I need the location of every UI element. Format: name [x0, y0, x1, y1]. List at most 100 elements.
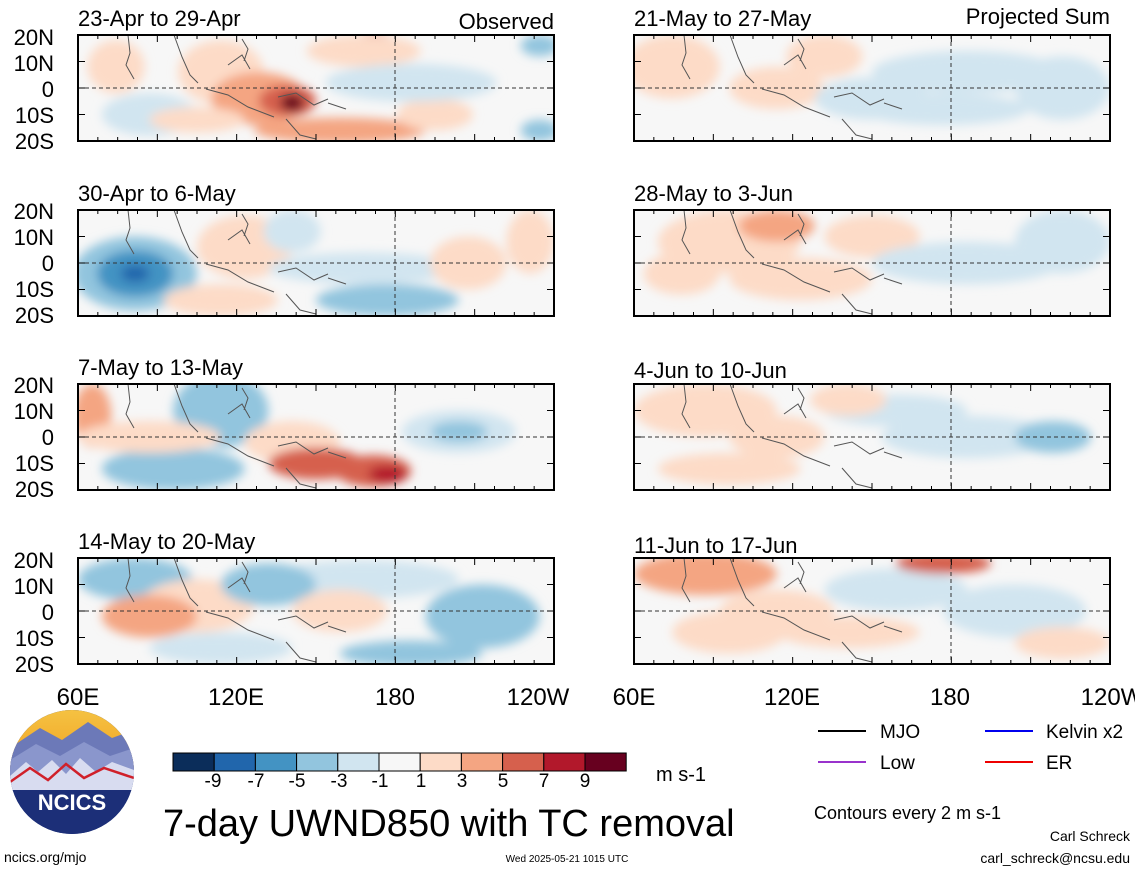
- coastline: [173, 558, 199, 607]
- coastline: [761, 263, 831, 293]
- anomaly-region: [786, 35, 863, 78]
- panel-title-6: 28-May to 3-Jun: [634, 181, 793, 206]
- map-panel: [77, 34, 555, 142]
- coastline: [277, 92, 329, 106]
- anomaly-region: [872, 241, 1063, 285]
- anomaly-region: [396, 98, 474, 131]
- anomaly-region: [263, 210, 321, 253]
- anomaly-region: [520, 119, 554, 141]
- colorbar-tick: -5: [289, 771, 306, 792]
- lat-label: 10N: [14, 399, 54, 424]
- anomaly-region: [254, 117, 426, 141]
- anomaly-region: [634, 558, 777, 596]
- coastline: [783, 577, 807, 593]
- coastline: [205, 88, 275, 118]
- colorbar-swatch: [584, 752, 627, 772]
- coastline: [125, 384, 135, 429]
- coastline: [241, 38, 249, 62]
- anomaly-region: [149, 632, 293, 664]
- lon-label: 120E: [208, 684, 264, 711]
- coastline: [729, 558, 755, 607]
- coastline: [227, 403, 251, 419]
- coastline: [173, 210, 199, 259]
- coastline: [729, 210, 755, 259]
- anomaly-region: [643, 252, 720, 295]
- coastline: [729, 384, 755, 433]
- map-panel: [633, 209, 1111, 317]
- map-panel: [77, 383, 555, 491]
- colorbar-tick: 3: [457, 771, 468, 792]
- colorbar-swatch: [254, 752, 298, 772]
- coastline: [729, 35, 755, 84]
- panel-title-8: 11-Jun to 17-Jun: [634, 533, 797, 558]
- anomaly-region: [1014, 626, 1110, 659]
- colorbar-tick: 1: [416, 771, 427, 792]
- figure-title: 7-day UWND850 with TC removal: [163, 803, 735, 845]
- lat-label: 20N: [14, 548, 54, 573]
- anomaly-region: [506, 210, 554, 274]
- coastline: [327, 451, 347, 459]
- anomaly-region: [729, 257, 872, 301]
- colorbar-swatch: [337, 752, 380, 772]
- coastline: [277, 441, 329, 455]
- lat-label: 10N: [14, 225, 54, 250]
- panel-title-4: 14-May to 20-May: [78, 529, 255, 554]
- coastline: [797, 387, 805, 411]
- coastline: [883, 625, 903, 633]
- coastline: [681, 558, 691, 603]
- coastline: [285, 467, 317, 489]
- colorbar-swatch: [543, 752, 586, 772]
- coastline: [833, 267, 885, 281]
- anomaly-region: [430, 236, 507, 290]
- lat-label: 20S: [15, 477, 54, 502]
- coastline: [797, 213, 805, 237]
- anomaly-region: [824, 568, 968, 611]
- coastlines: [125, 210, 347, 315]
- lon-label: 120W: [1081, 684, 1135, 711]
- lat-label: 10N: [14, 51, 54, 76]
- legend-label-er: ER: [1046, 753, 1072, 774]
- anomaly-region: [87, 40, 145, 94]
- coastlines: [681, 558, 903, 663]
- coastlines: [125, 384, 347, 489]
- coastline: [783, 403, 807, 419]
- lat-label: 20N: [14, 25, 54, 50]
- coastline: [883, 451, 903, 459]
- panel-title-7: 4-Jun to 10-Jun: [634, 358, 787, 383]
- lat-label: 0: [42, 251, 54, 276]
- colorbar-swatch: [419, 752, 462, 772]
- colorbar-tick: -1: [372, 771, 389, 792]
- lon-label: 180: [930, 684, 970, 711]
- anomaly-region: [316, 284, 459, 316]
- coastline: [327, 277, 347, 285]
- coastline: [241, 213, 249, 237]
- anomaly-region: [520, 35, 554, 57]
- coastlines: [681, 35, 903, 140]
- anomaly-region: [325, 63, 497, 102]
- coastlines: [681, 210, 903, 315]
- anomaly-region: [1014, 210, 1110, 274]
- colorbar-swatch: [502, 752, 545, 772]
- footer-email: carl_schreck@ncsu.edu: [980, 850, 1130, 866]
- coastline: [883, 102, 903, 110]
- colorbar-tick-labels: -9 -7 -5 -3 -1 1 3 5 7 9: [205, 771, 591, 792]
- panel-title-5: 21-May to 27-May: [634, 6, 811, 31]
- colorbar-swatch: [460, 752, 504, 772]
- anomaly-region: [895, 558, 991, 574]
- coastline: [125, 210, 135, 255]
- anomaly-region: [280, 94, 305, 112]
- panel-title-1: 23-Apr to 29-Apr: [78, 6, 241, 31]
- lat-label: 10S: [15, 626, 54, 651]
- anomaly-region: [430, 421, 488, 443]
- coastline: [681, 210, 691, 255]
- coastline: [227, 54, 251, 70]
- colorbar-tick: -3: [331, 771, 348, 792]
- anomaly-region: [306, 35, 421, 67]
- lat-label: 0: [42, 425, 54, 450]
- anomaly-region: [634, 35, 720, 99]
- lat-label: 0: [42, 600, 54, 625]
- coastline: [227, 229, 251, 245]
- lat-label: 10S: [15, 451, 54, 476]
- coastline: [277, 615, 329, 629]
- anomaly-region: [1014, 421, 1091, 453]
